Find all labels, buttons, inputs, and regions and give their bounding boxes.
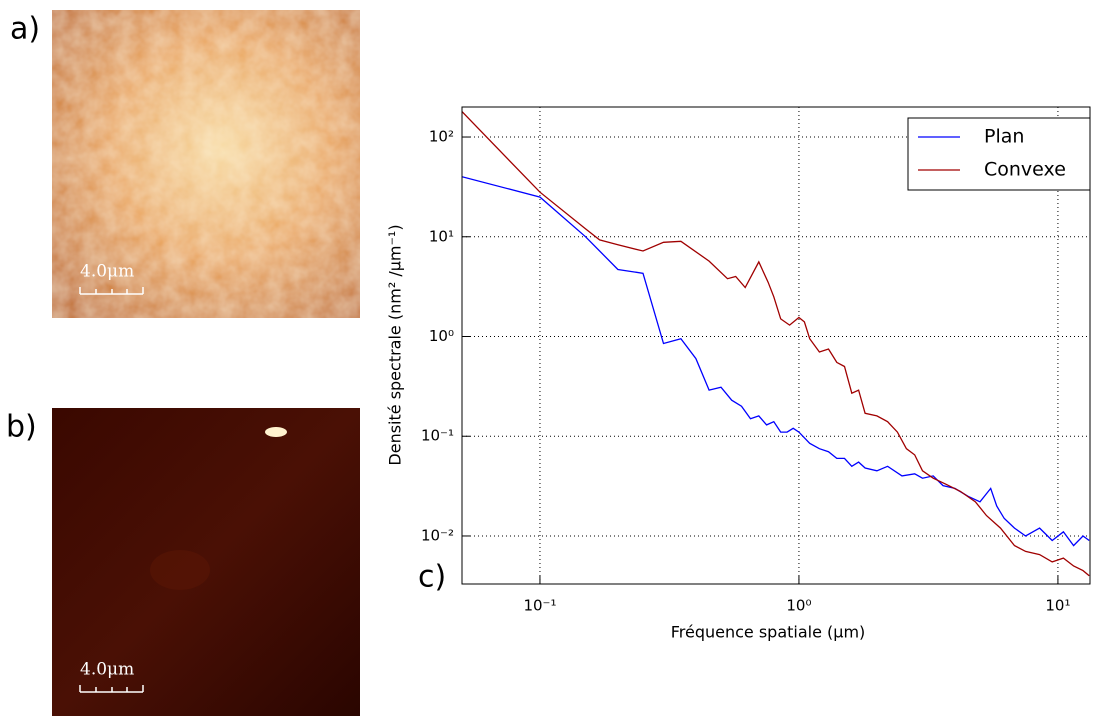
x-axis-label: Fréquence spatiale (μm) bbox=[671, 623, 866, 642]
scale-bar bbox=[79, 287, 144, 295]
x-tick-label: 10¹ bbox=[1045, 597, 1070, 615]
panel-label: b) bbox=[6, 410, 37, 445]
legend-box bbox=[907, 117, 1091, 191]
series-line bbox=[462, 111, 1090, 577]
scale-bar bbox=[79, 685, 144, 693]
x-tick-label: 10⁰ bbox=[786, 597, 811, 615]
afm-image-a bbox=[52, 10, 360, 318]
y-tick-label: 10² bbox=[429, 128, 454, 146]
y-tick-label: 10¹ bbox=[429, 227, 454, 245]
scale-bar-label: 4.0μm bbox=[80, 660, 134, 680]
bright-spot bbox=[265, 427, 287, 437]
panel-label: c) bbox=[418, 560, 446, 595]
plot-lines bbox=[462, 111, 1090, 577]
y-tick-label: 10⁰ bbox=[429, 327, 454, 345]
y-axis-label: Densité spectrale (nm² /μm⁻¹) bbox=[386, 224, 405, 465]
legend-label: Convexe bbox=[984, 159, 1066, 181]
legend-label: Plan bbox=[984, 126, 1024, 148]
y-tick-label: 10⁻¹ bbox=[421, 427, 454, 445]
panel-label: a) bbox=[10, 12, 40, 47]
dark-region bbox=[150, 550, 210, 590]
series-line bbox=[462, 176, 1090, 547]
y-tick-label: 10⁻² bbox=[421, 526, 454, 544]
x-tick-label: 10⁻¹ bbox=[523, 597, 556, 615]
plot-frame bbox=[461, 106, 1091, 585]
scale-bar-label: 4.0μm bbox=[80, 262, 134, 282]
